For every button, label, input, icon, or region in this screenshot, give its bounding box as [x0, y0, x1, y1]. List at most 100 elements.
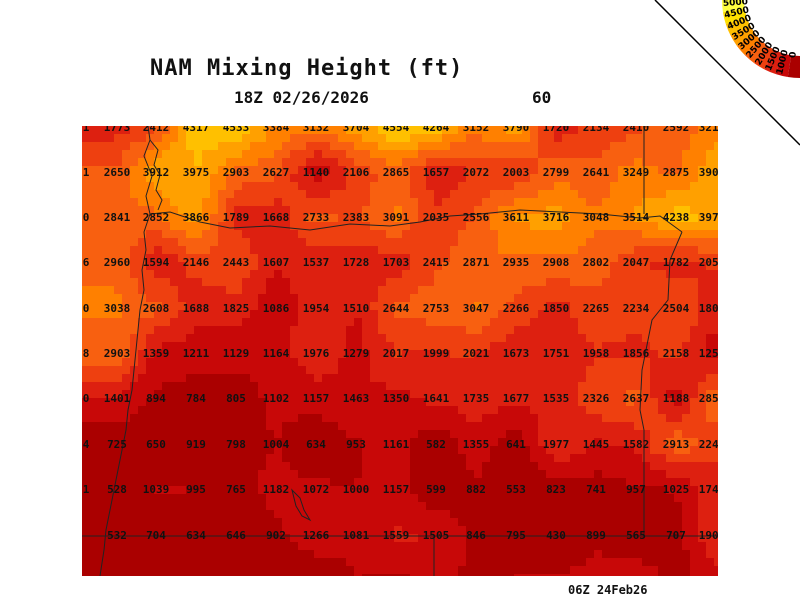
- field-cell: [178, 310, 187, 319]
- field-cell: [202, 174, 211, 183]
- field-cell: [546, 222, 555, 231]
- field-cell: [482, 294, 491, 303]
- field-cell: [218, 502, 227, 511]
- field-cell: [210, 166, 219, 175]
- field-cell: [106, 454, 115, 463]
- field-cell: [514, 254, 523, 263]
- field-cell: [114, 478, 123, 487]
- field-cell: [682, 510, 691, 519]
- field-cell: [618, 150, 627, 159]
- field-cell: [170, 526, 179, 535]
- field-cell: [562, 550, 571, 559]
- field-cell: [474, 478, 483, 487]
- field-cell: [306, 550, 315, 559]
- field-cell: [274, 198, 283, 207]
- field-cell: [258, 158, 267, 167]
- field-cell: [386, 278, 395, 287]
- field-cell: [434, 382, 443, 391]
- field-cell: [570, 134, 579, 143]
- field-cell: [690, 310, 699, 319]
- field-cell: [458, 198, 467, 207]
- field-cell: [450, 558, 459, 567]
- field-cell: [346, 510, 355, 519]
- field-cell: [514, 238, 523, 247]
- field-cell: [498, 278, 507, 287]
- field-cell: [498, 326, 507, 335]
- field-cell: [218, 182, 227, 191]
- field-cell: [354, 310, 363, 319]
- field-cell: [538, 206, 547, 215]
- legend-wedge: [730, 25, 755, 46]
- field-cell: [378, 198, 387, 207]
- grid-value-label: 1856: [623, 347, 650, 360]
- field-cell: [466, 502, 475, 511]
- field-cell: [714, 190, 718, 199]
- field-cell: [618, 518, 627, 527]
- field-cell: [258, 478, 267, 487]
- field-cell: [362, 350, 371, 359]
- field-cell: [402, 486, 411, 495]
- field-cell: [90, 518, 99, 527]
- field-cell: [506, 126, 515, 135]
- field-cell: [682, 390, 691, 399]
- field-cell: [602, 246, 611, 255]
- field-cell: [586, 142, 595, 151]
- field-cell: [674, 262, 683, 271]
- field-cell: [626, 430, 635, 439]
- field-cell: [146, 422, 155, 431]
- field-cell: [426, 286, 435, 295]
- field-cell: [218, 326, 227, 335]
- field-cell: [642, 334, 651, 343]
- field-cell: [130, 510, 139, 519]
- field-cell: [98, 222, 107, 231]
- field-cell: [594, 294, 603, 303]
- field-cell: [714, 222, 718, 231]
- field-cell: [602, 310, 611, 319]
- field-cell: [98, 542, 107, 551]
- field-cell: [370, 430, 379, 439]
- field-cell: [314, 542, 323, 551]
- field-cell: [90, 254, 99, 263]
- field-cell: [106, 510, 115, 519]
- field-cell: [218, 574, 227, 576]
- field-cell: [610, 126, 619, 135]
- field-cell: [666, 502, 675, 511]
- field-cell: [138, 342, 147, 351]
- field-cell: [674, 214, 683, 223]
- field-cell: [450, 334, 459, 343]
- field-cell: [490, 254, 499, 263]
- field-cell: [138, 542, 147, 551]
- field-cell: [346, 542, 355, 551]
- field-cell: [386, 470, 395, 479]
- field-cell: [346, 374, 355, 383]
- field-cell: [82, 358, 91, 367]
- field-cell: [258, 502, 267, 511]
- field-cell: [82, 142, 91, 151]
- field-cell: [330, 542, 339, 551]
- field-cell: [714, 390, 718, 399]
- field-cell: [538, 126, 547, 135]
- field-cell: [634, 126, 643, 135]
- field-cell: [306, 494, 315, 503]
- field-cell: [418, 310, 427, 319]
- field-cell: [450, 462, 459, 471]
- field-cell: [386, 166, 395, 175]
- field-cell: [418, 534, 427, 543]
- field-cell: [266, 270, 275, 279]
- field-cell: [106, 262, 115, 271]
- field-cell: [274, 438, 283, 447]
- field-cell: [442, 398, 451, 407]
- field-cell: [186, 462, 195, 471]
- field-cell: [482, 414, 491, 423]
- field-cell: [330, 262, 339, 271]
- field-cell: [562, 190, 571, 199]
- field-cell: [322, 310, 331, 319]
- field-cell: [442, 134, 451, 143]
- field-cell: [322, 374, 331, 383]
- field-cell: [186, 494, 195, 503]
- field-cell: [122, 486, 131, 495]
- field-cell: [234, 174, 243, 183]
- field-cell: [418, 214, 427, 223]
- field-cell: [658, 462, 667, 471]
- field-cell: [106, 278, 115, 287]
